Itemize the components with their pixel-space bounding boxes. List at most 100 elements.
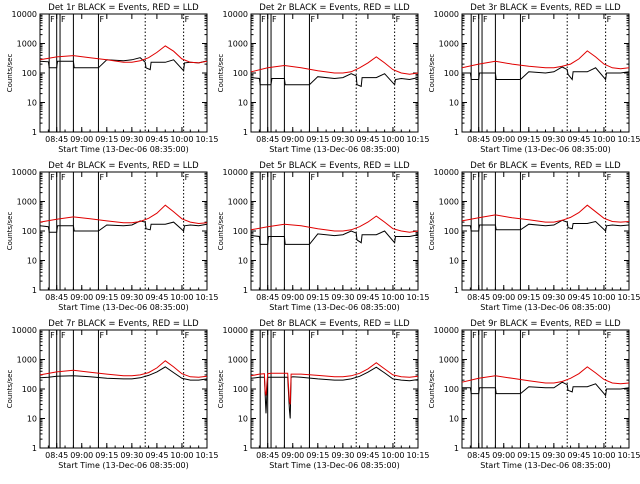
x-tick-label: 09:45 xyxy=(567,451,590,460)
y-tick-label: 100 xyxy=(444,227,459,236)
y-tick-label: 100 xyxy=(22,69,37,78)
x-tick-label: 09:15 xyxy=(517,135,540,144)
x-tick-label: 09:00 xyxy=(492,451,515,460)
panel-title: Det 5r BLACK = Events, RED = LLD xyxy=(259,161,410,171)
detector-panel-5: Det 5r BLACK = Events, RED = LLD 1 10 100 10… xyxy=(217,161,430,312)
plot-frame xyxy=(39,171,208,291)
y-tick-label: 1 xyxy=(32,286,37,295)
plot-frame xyxy=(461,329,630,449)
x-tick-label: 09:30 xyxy=(542,293,565,302)
x-tick-label: 09:45 xyxy=(567,293,590,302)
x-tick-label: 10:00 xyxy=(381,135,404,144)
flag-label: F xyxy=(472,173,477,182)
flag-label: F xyxy=(396,331,401,340)
x-axis-label: Start Time (13-Dec-06 08:35:00) xyxy=(58,461,189,470)
x-tick-label: 09:15 xyxy=(517,293,540,302)
y-axis-label: Counts/sec xyxy=(428,212,436,251)
y-axis-label: Counts/sec xyxy=(428,370,436,409)
flag-label: F xyxy=(483,15,488,24)
y-axis-label: Counts/sec xyxy=(6,54,14,93)
x-tick-label: 08:45 xyxy=(45,135,68,144)
series-lld-line xyxy=(461,50,630,70)
series-events-line xyxy=(250,230,419,245)
x-tick-label: 08:45 xyxy=(45,293,68,302)
x-axis-label: Start Time (13-Dec-06 08:35:00) xyxy=(58,303,189,312)
flag-label: F xyxy=(50,173,55,182)
flag-label: F xyxy=(50,15,55,24)
y-tick-label: 10 xyxy=(238,99,248,108)
flag-label: F xyxy=(261,15,266,24)
detector-panel-1: Det 1r BLACK = Events, RED = LLD 1 10 100 10… xyxy=(6,3,219,154)
series-events-line xyxy=(250,366,419,419)
x-tick-label: 09:45 xyxy=(356,135,379,144)
y-tick-label: 1000 xyxy=(228,40,248,49)
detector-panel-6: Det 6r BLACK = Events, RED = LLD 1 10 100 10… xyxy=(428,161,640,312)
series-events-line xyxy=(462,381,630,397)
y-tick-label: 1 xyxy=(32,128,37,137)
y-tick-label: 100 xyxy=(22,385,37,394)
x-axis-label: Start Time (13-Dec-06 08:35:00) xyxy=(269,461,400,470)
x-tick-label: 09:00 xyxy=(281,451,304,460)
x-tick-label: 10:15 xyxy=(406,135,429,144)
series-events-line xyxy=(39,220,208,233)
panel-title: Det 3r BLACK = Events, RED = LLD xyxy=(470,3,621,13)
x-tick-label: 09:00 xyxy=(70,293,93,302)
x-tick-label: 10:00 xyxy=(170,451,193,460)
y-tick-label: 10000 xyxy=(12,10,37,19)
x-tick-label: 09:15 xyxy=(306,293,329,302)
y-tick-label: 1000 xyxy=(439,356,459,365)
x-tick-label: 08:45 xyxy=(256,293,279,302)
flag-label: F xyxy=(607,173,612,182)
x-tick-label: 09:00 xyxy=(70,451,93,460)
flag-label: F xyxy=(99,15,104,24)
flag-label: F xyxy=(272,331,277,340)
y-tick-label: 10 xyxy=(238,415,248,424)
y-tick-label: 10000 xyxy=(434,10,459,19)
panel-title: Det 8r BLACK = Events, RED = LLD xyxy=(259,319,410,329)
x-tick-label: 10:00 xyxy=(592,135,615,144)
flag-label: F xyxy=(472,15,477,24)
flag-label: F xyxy=(396,15,401,24)
x-tick-label: 08:45 xyxy=(45,451,68,460)
x-tick-label: 09:45 xyxy=(356,451,379,460)
y-tick-label: 1000 xyxy=(439,40,459,49)
flag-label: F xyxy=(261,331,266,340)
y-tick-label: 1 xyxy=(454,128,459,137)
plot-frame xyxy=(39,13,208,133)
x-tick-label: 10:15 xyxy=(617,293,640,302)
y-tick-label: 1000 xyxy=(228,356,248,365)
x-tick-label: 09:30 xyxy=(331,135,354,144)
flag-label: F xyxy=(483,173,488,182)
x-tick-label: 10:00 xyxy=(381,451,404,460)
y-axis-label: Counts/sec xyxy=(217,212,225,251)
flag-label: F xyxy=(310,173,315,182)
y-axis-label: Counts/sec xyxy=(428,54,436,93)
series-lld-line xyxy=(39,360,208,378)
series-events-line xyxy=(39,57,208,72)
x-tick-label: 10:15 xyxy=(406,451,429,460)
flag-label: F xyxy=(61,331,66,340)
flag-label: F xyxy=(185,15,190,24)
flag-label: F xyxy=(472,331,477,340)
x-tick-label: 10:00 xyxy=(592,293,615,302)
series-lld-line xyxy=(461,366,630,385)
x-tick-label: 09:00 xyxy=(281,135,304,144)
x-tick-label: 09:00 xyxy=(492,135,515,144)
y-tick-label: 1 xyxy=(454,286,459,295)
x-tick-label: 10:00 xyxy=(170,293,193,302)
x-tick-label: 09:15 xyxy=(95,293,118,302)
y-tick-label: 100 xyxy=(233,385,248,394)
panel-title: Det 2r BLACK = Events, RED = LLD xyxy=(259,3,410,13)
x-tick-label: 09:15 xyxy=(517,451,540,460)
x-tick-label: 09:30 xyxy=(120,451,143,460)
x-axis-label: Start Time (13-Dec-06 08:35:00) xyxy=(269,145,400,154)
x-tick-label: 09:00 xyxy=(281,293,304,302)
x-tick-label: 09:30 xyxy=(120,293,143,302)
x-tick-label: 08:45 xyxy=(256,451,279,460)
panel-title: Det 6r BLACK = Events, RED = LLD xyxy=(470,161,621,171)
flag-label: F xyxy=(185,173,190,182)
y-tick-label: 10000 xyxy=(434,168,459,177)
x-tick-label: 10:15 xyxy=(617,135,640,144)
